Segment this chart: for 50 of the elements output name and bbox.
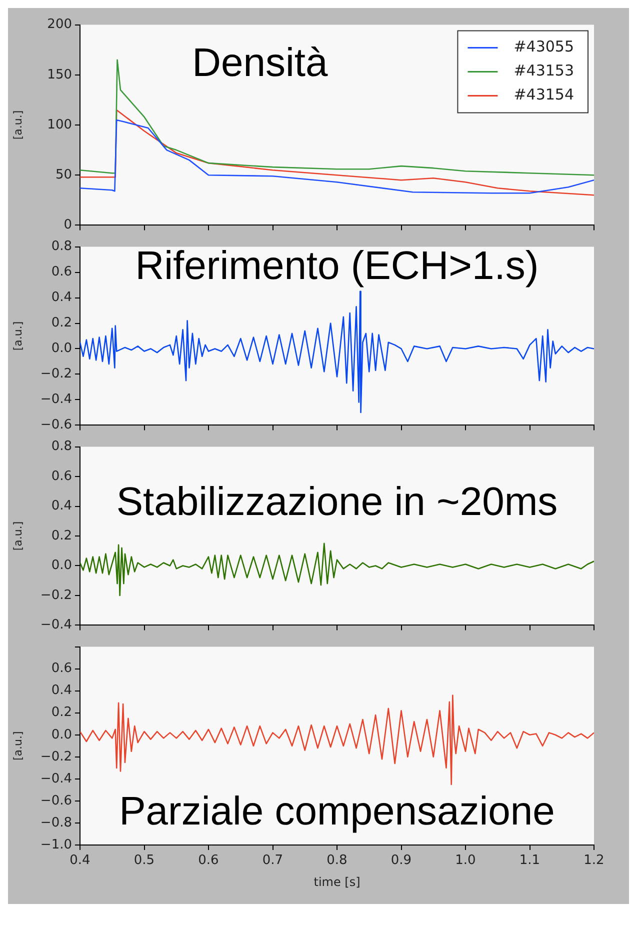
y-tick-label: 0 xyxy=(64,218,72,233)
y-tick-label: 0.4 xyxy=(51,683,72,698)
y-tick-label: 100 xyxy=(47,117,72,132)
legend-label: #43154 xyxy=(514,86,574,104)
y-tick-label: 0.0 xyxy=(51,727,72,742)
y-tick-label: −1.0 xyxy=(40,837,72,852)
y-tick-label: 0.8 xyxy=(51,439,72,454)
x-tick-label: 1.0 xyxy=(455,853,476,868)
y-tick-label: −0.2 xyxy=(40,588,72,603)
y-tick-label: 150 xyxy=(47,67,72,82)
y-tick-label: 0.2 xyxy=(51,316,72,331)
y-tick-label: −0.4 xyxy=(40,392,72,408)
y-tick-label: 50 xyxy=(55,167,72,182)
y-tick-label: 200 xyxy=(47,17,72,32)
annotation: Stabilizzazione in ~20ms xyxy=(116,480,558,524)
y-tick-label: 0.2 xyxy=(51,705,72,720)
y-tick-label: 0.4 xyxy=(51,290,72,306)
y-tick-label: 0.6 xyxy=(51,264,72,280)
y-tick-label: 0.0 xyxy=(51,341,72,356)
y-axis-title: [a.u.] xyxy=(11,521,24,551)
y-tick-label: −0.2 xyxy=(40,366,72,382)
x-tick-label: 0.9 xyxy=(390,853,412,868)
y-tick-label: −0.6 xyxy=(40,793,72,808)
y-tick-label: 0.4 xyxy=(51,498,72,514)
annotation: Parziale compensazione xyxy=(119,789,555,834)
x-tick-label: 0.7 xyxy=(262,853,284,868)
y-axis-title: [a.u.] xyxy=(11,110,24,140)
x-tick-label: 0.8 xyxy=(326,853,348,868)
y-tick-label: 0.8 xyxy=(51,239,72,254)
y-tick-label: −0.2 xyxy=(40,749,72,764)
x-tick-label: 0.4 xyxy=(70,853,90,868)
legend-label: #43153 xyxy=(514,62,574,80)
annotation: Densità xyxy=(192,40,328,85)
y-tick-label: 0.6 xyxy=(51,468,72,484)
x-tick-label: 0.6 xyxy=(198,853,219,868)
x-tick-label: 1.1 xyxy=(519,853,540,868)
y-axis-title: [a.u.] xyxy=(11,731,24,761)
y-tick-label: −0.4 xyxy=(40,771,72,786)
x-tick-label: 0.5 xyxy=(134,853,155,868)
y-tick-label: −0.6 xyxy=(40,418,72,433)
y-tick-label: 0.6 xyxy=(51,661,72,676)
x-tick-label: 1.2 xyxy=(584,853,604,868)
y-tick-label: −0.8 xyxy=(40,815,72,830)
x-axis-title: time [s] xyxy=(314,874,360,889)
y-axis-title: [a.u.] xyxy=(11,321,24,351)
annotation: Riferimento (ECH>1.s) xyxy=(135,244,539,288)
y-tick-label: 0.0 xyxy=(51,558,72,574)
legend-label: #43055 xyxy=(514,38,574,56)
y-tick-label: −0.4 xyxy=(40,618,72,633)
y-tick-label: 0.2 xyxy=(51,528,72,544)
